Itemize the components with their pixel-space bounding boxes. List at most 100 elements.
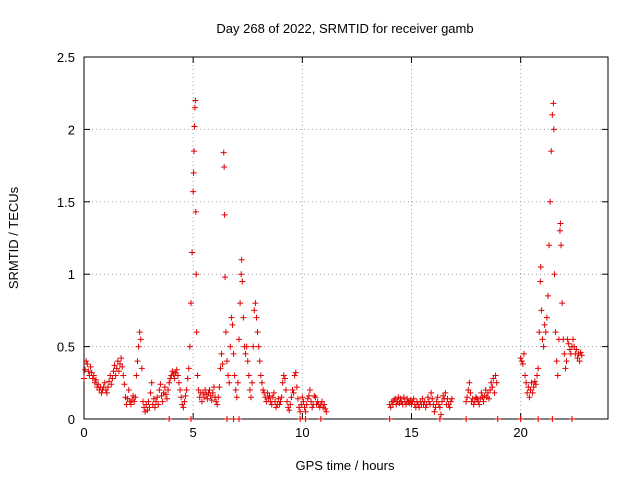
data-point-0-133 xyxy=(220,149,227,156)
data-point-0-351 xyxy=(551,271,558,278)
data-point-0-101 xyxy=(190,169,197,176)
data-point-1-4 xyxy=(236,416,243,422)
data-point-0-338 xyxy=(538,307,545,314)
data-point-0-197 xyxy=(287,401,294,408)
data-point-0-154 xyxy=(240,314,247,321)
data-point-0-359 xyxy=(559,300,566,307)
data-point-1-7 xyxy=(317,416,324,422)
data-point-0-214 xyxy=(305,392,312,399)
data-point-0-113 xyxy=(198,398,205,405)
data-point-0-128 xyxy=(215,394,222,401)
data-point-0-130 xyxy=(217,365,224,372)
data-point-0-241 xyxy=(397,395,404,402)
data-point-0-339 xyxy=(539,336,546,343)
data-point-0-4 xyxy=(85,368,92,375)
data-point-0-160 xyxy=(246,387,253,394)
data-point-0-120 xyxy=(206,387,213,394)
data-point-0-156 xyxy=(242,350,249,357)
data-point-0-35 xyxy=(119,363,126,370)
data-point-0-328 xyxy=(528,379,535,386)
data-point-0-198 xyxy=(288,394,295,401)
data-point-1-6 xyxy=(302,416,309,422)
x-tick-label-5: 5 xyxy=(190,425,197,440)
data-point-0-93 xyxy=(182,392,189,399)
data-point-0-139 xyxy=(225,372,232,379)
data-point-0-104 xyxy=(191,104,198,111)
data-point-0-342 xyxy=(542,329,549,336)
data-point-0-140 xyxy=(226,379,233,386)
data-point-0-247 xyxy=(404,395,411,402)
data-point-0-22 xyxy=(105,384,112,391)
data-point-0-132 xyxy=(219,360,226,367)
data-point-0-37 xyxy=(121,381,128,388)
data-point-0-209 xyxy=(300,398,307,405)
data-point-0-62 xyxy=(148,379,155,386)
data-point-0-19 xyxy=(101,379,108,386)
data-point-0-141 xyxy=(227,343,234,350)
data-point-0-92 xyxy=(181,398,188,405)
data-point-0-9 xyxy=(90,372,97,379)
data-point-0-334 xyxy=(535,365,542,372)
data-point-0-363 xyxy=(563,358,570,365)
data-point-0-244 xyxy=(400,394,407,401)
data-point-0-109 xyxy=(194,372,201,379)
data-point-0-200 xyxy=(290,389,297,396)
data-point-1-11 xyxy=(494,416,501,422)
data-point-0-343 xyxy=(543,314,550,321)
data-point-0-8 xyxy=(89,375,96,382)
data-point-0-326 xyxy=(526,394,533,401)
data-point-0-25 xyxy=(108,381,115,388)
data-point-0-184 xyxy=(273,404,280,411)
data-point-0-215 xyxy=(306,387,313,394)
data-point-0-123 xyxy=(209,389,216,396)
data-point-1-12 xyxy=(517,416,524,422)
data-point-0-316 xyxy=(492,372,499,379)
data-point-0-220 xyxy=(312,394,319,401)
data-point-0-153 xyxy=(239,278,246,285)
data-point-0-108 xyxy=(193,329,200,336)
data-point-0-321 xyxy=(520,350,527,357)
data-point-0-319 xyxy=(518,358,525,365)
y-tick-label-2: 2 xyxy=(68,122,75,137)
data-point-0-74 xyxy=(161,384,168,391)
data-point-0-97 xyxy=(186,343,193,350)
data-point-0-199 xyxy=(289,387,296,394)
data-point-0-99 xyxy=(189,249,196,256)
data-point-0-161 xyxy=(248,394,255,401)
data-point-0-287 xyxy=(447,398,454,405)
y-tick-label-1.5: 1.5 xyxy=(57,195,75,210)
data-point-1-9 xyxy=(436,416,443,422)
x-tick-label-0: 0 xyxy=(80,425,87,440)
x-tick-label-20: 20 xyxy=(513,425,527,440)
data-point-0-354 xyxy=(554,372,561,379)
data-point-0-337 xyxy=(537,263,544,270)
data-points xyxy=(81,97,585,422)
data-point-0-229 xyxy=(322,405,329,412)
data-point-0-270 xyxy=(429,395,436,402)
data-point-0-87 xyxy=(175,379,182,386)
data-point-0-157 xyxy=(243,343,250,350)
data-point-0-78 xyxy=(166,379,173,386)
data-point-0-16 xyxy=(98,389,105,396)
data-point-0-190 xyxy=(279,379,286,386)
data-point-0-134 xyxy=(221,164,228,171)
data-point-0-235 xyxy=(391,397,398,404)
data-point-0-335 xyxy=(536,329,543,336)
data-point-0-127 xyxy=(214,401,221,408)
data-point-0-91 xyxy=(180,404,187,411)
data-point-0-21 xyxy=(103,389,110,396)
data-point-0-122 xyxy=(208,397,215,404)
data-point-0-11 xyxy=(93,376,100,383)
data-point-0-165 xyxy=(252,300,259,307)
data-point-0-34 xyxy=(118,355,125,362)
data-point-0-50 xyxy=(135,343,142,350)
x-tick-labels: 0 5 10 15 20 xyxy=(80,425,528,440)
data-point-0-375 xyxy=(576,358,583,365)
data-point-0-253 xyxy=(410,395,417,402)
data-point-0-369 xyxy=(570,336,577,343)
data-point-0-94 xyxy=(183,387,190,394)
data-point-0-345 xyxy=(546,242,553,249)
data-point-0-288 xyxy=(448,395,455,402)
x-tick-label-10: 10 xyxy=(295,425,309,440)
data-point-0-182 xyxy=(270,389,277,396)
